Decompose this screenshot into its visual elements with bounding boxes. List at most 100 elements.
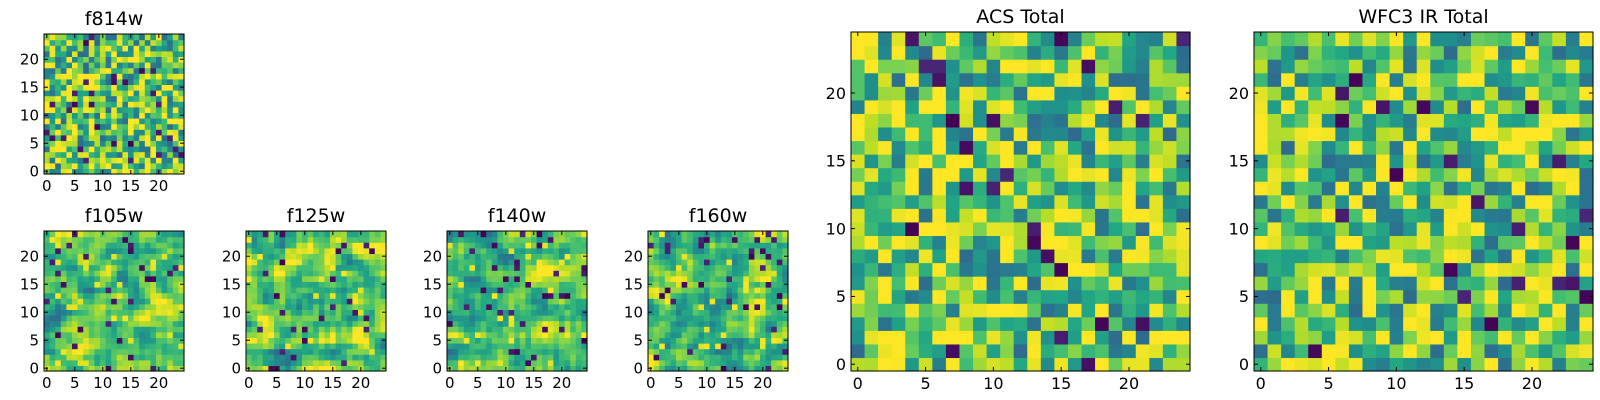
heatmap-cell xyxy=(341,281,348,288)
heatmap-cell xyxy=(172,348,179,355)
heatmap-cell xyxy=(559,242,566,249)
heatmap-cell xyxy=(1538,194,1553,209)
heatmap-cell xyxy=(49,146,56,153)
heatmap-cell xyxy=(128,259,135,266)
y-tick-label: 15 xyxy=(20,79,39,97)
heatmap-cell xyxy=(144,146,151,153)
heatmap-cell xyxy=(44,134,51,141)
heatmap-cell xyxy=(324,315,331,322)
heatmap-cell xyxy=(1054,181,1069,196)
heatmap-cell xyxy=(94,298,101,305)
heatmap-cell xyxy=(1095,181,1110,196)
heatmap-cell xyxy=(1335,86,1350,101)
heatmap-cell xyxy=(1579,194,1594,209)
heatmap-cell xyxy=(369,270,376,277)
heatmap-cell xyxy=(1000,208,1015,223)
heatmap-cell xyxy=(1348,276,1364,291)
heatmap-cell xyxy=(285,247,292,254)
heatmap-cell xyxy=(864,262,879,277)
heatmap-cell xyxy=(1027,86,1042,101)
heatmap-cell xyxy=(447,298,454,305)
x-tick-label: 0 xyxy=(244,374,254,392)
heatmap-cell xyxy=(1579,32,1594,47)
heatmap-cell xyxy=(285,292,292,299)
heatmap-cell xyxy=(1162,235,1178,250)
heatmap-cell xyxy=(687,365,694,372)
heatmap-cell xyxy=(111,259,118,266)
heatmap-cell xyxy=(553,253,560,260)
heatmap-cell xyxy=(475,309,482,316)
heatmap-cell xyxy=(94,123,101,130)
heatmap-cell xyxy=(55,298,62,305)
heatmap-cell xyxy=(55,253,62,260)
heatmap-cell xyxy=(720,242,727,249)
heatmap-cell xyxy=(698,326,705,333)
heatmap-cell xyxy=(105,253,112,260)
heatmap-cell xyxy=(161,326,168,333)
heatmap-cell xyxy=(720,270,727,277)
heatmap-cell xyxy=(1108,59,1123,74)
heatmap-cell xyxy=(358,337,365,344)
heatmap-cell xyxy=(167,78,174,85)
heatmap-cell xyxy=(1362,262,1377,277)
heatmap-cell xyxy=(88,56,95,63)
heatmap-cell xyxy=(44,264,51,271)
heatmap-cell xyxy=(279,298,286,305)
heatmap-cell xyxy=(732,315,739,322)
heatmap-cell xyxy=(60,50,67,57)
heatmap-cell xyxy=(66,365,73,372)
heatmap-cell xyxy=(83,90,90,97)
heatmap-cell xyxy=(486,231,493,238)
heatmap-cell xyxy=(754,343,761,350)
heatmap-cell xyxy=(1511,99,1526,114)
heatmap-cell xyxy=(748,292,755,299)
heatmap-cell xyxy=(172,157,179,164)
heatmap-cell xyxy=(508,331,515,338)
heatmap-cell xyxy=(1162,208,1178,223)
heatmap-cell xyxy=(172,112,179,119)
heatmap-cell xyxy=(279,343,286,350)
heatmap-cell xyxy=(452,320,459,327)
heatmap-cell xyxy=(369,331,376,338)
heatmap-cell xyxy=(1281,72,1296,87)
heatmap-cell xyxy=(1040,32,1055,47)
heatmap-cell xyxy=(330,270,337,277)
heatmap-cell xyxy=(782,236,789,243)
heatmap-cell xyxy=(469,264,476,271)
heatmap-cell xyxy=(167,123,174,130)
heatmap-cell xyxy=(782,264,789,271)
heatmap-cell xyxy=(116,309,123,316)
heatmap-cell xyxy=(55,162,62,169)
heatmap-cell xyxy=(66,337,73,344)
heatmap-cell xyxy=(664,320,671,327)
heatmap-cell xyxy=(77,118,84,125)
heatmap-cell xyxy=(116,168,123,175)
heatmap-cell xyxy=(251,359,258,366)
heatmap-cell xyxy=(659,270,666,277)
heatmap-cell xyxy=(268,259,275,266)
heatmap-cell xyxy=(1511,262,1526,277)
heatmap-cell xyxy=(732,348,739,355)
heatmap-cell xyxy=(1498,289,1513,304)
heatmap-cell xyxy=(659,242,666,249)
heatmap-cell xyxy=(698,309,705,316)
heatmap-cell xyxy=(1013,72,1028,87)
heatmap-cell xyxy=(100,123,107,130)
heatmap-cell xyxy=(1013,248,1028,264)
heatmap-cell xyxy=(525,354,532,361)
heatmap-cell xyxy=(463,315,470,322)
heatmap-cell xyxy=(77,253,84,260)
heatmap-cell xyxy=(167,134,174,141)
heatmap-cell xyxy=(851,181,866,196)
heatmap-cell xyxy=(116,253,123,260)
heatmap-cell xyxy=(709,337,716,344)
heatmap-cell xyxy=(139,315,146,322)
heatmap-cell xyxy=(692,348,699,355)
heatmap-cell xyxy=(178,106,185,113)
heatmap-cell xyxy=(918,235,933,250)
heatmap-cell xyxy=(1443,140,1458,155)
heatmap-cell xyxy=(864,140,879,155)
heatmap-cell xyxy=(905,59,920,74)
heatmap-cell xyxy=(891,248,906,264)
heatmap-cell xyxy=(1389,208,1404,223)
